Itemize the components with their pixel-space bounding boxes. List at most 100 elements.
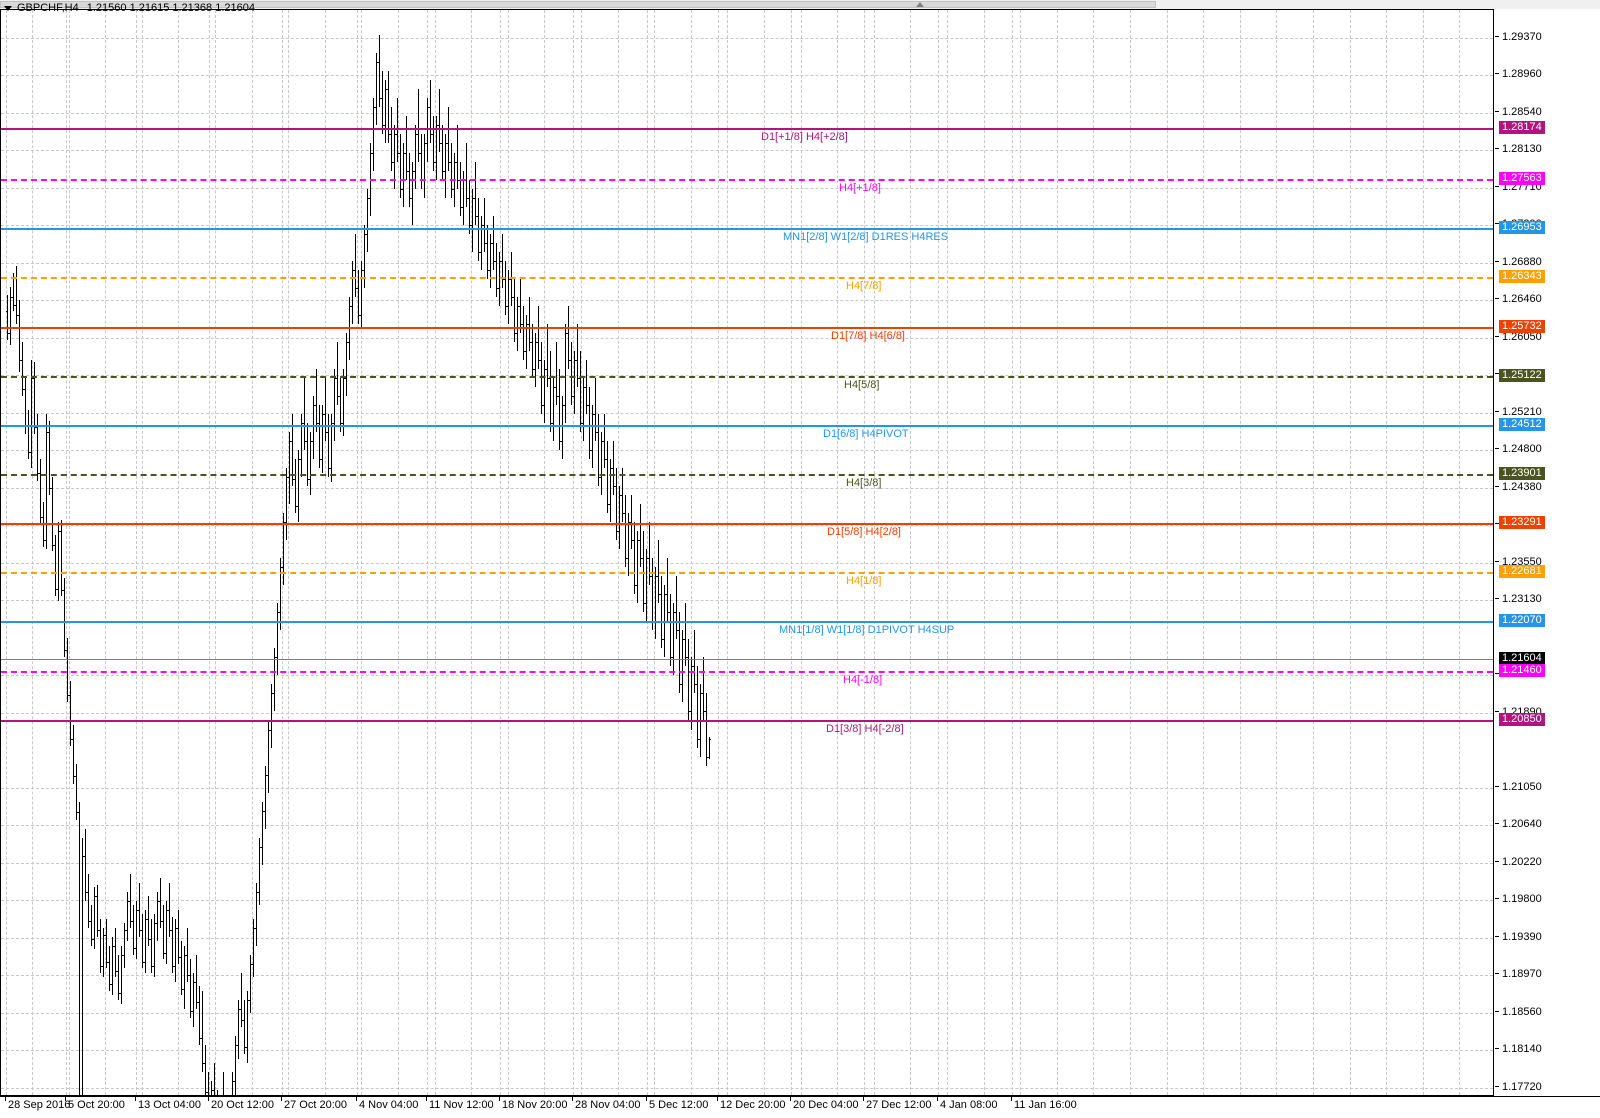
- ohlc-open-tick: [618, 531, 619, 533]
- scroll-grip-icon[interactable]: [916, 2, 924, 7]
- ohlc-open-tick: [261, 846, 262, 848]
- level-line[interactable]: [1, 474, 1493, 476]
- ohlc-bar: [286, 468, 287, 541]
- chevron-down-icon[interactable]: [4, 5, 12, 11]
- ohlc-open-tick: [555, 386, 556, 388]
- level-line[interactable]: [1, 179, 1493, 181]
- level-line[interactable]: [1, 523, 1493, 525]
- price-level-label: 1.24512: [1499, 418, 1545, 431]
- level-line[interactable]: [1, 671, 1493, 673]
- ohlc-open-tick: [204, 1063, 205, 1065]
- time-tick-label: 27 Dec 12:00: [866, 1099, 932, 1111]
- level-line-label: D1[6/8] H4PIVOT: [823, 428, 909, 440]
- ohlc-bar: [352, 260, 353, 324]
- ohlc-bar: [241, 972, 242, 1028]
- price-tick-label: 1.19800: [1502, 893, 1542, 905]
- ohlc-open-tick: [633, 540, 634, 542]
- ohlc-close-tick: [131, 920, 132, 922]
- ohlc-open-tick: [600, 477, 601, 479]
- ohlc-open-tick: [147, 918, 148, 920]
- ohlc-bar: [439, 89, 440, 153]
- ohlc-open-tick: [45, 540, 46, 542]
- grid-line-vertical-minor: [837, 10, 838, 1095]
- level-line[interactable]: [1, 228, 1493, 230]
- level-line[interactable]: [1, 376, 1493, 378]
- ohlc-close-tick: [53, 544, 54, 546]
- ohlc-bar: [661, 576, 662, 649]
- time-scale[interactable]: 28 Sep 2016 5 Oct 20:00 13 Oct 04:00 20 Oct…: [0, 1096, 1600, 1118]
- ohlc-close-tick: [356, 287, 357, 289]
- ohlc-open-tick: [255, 927, 256, 929]
- ohlc-bar: [391, 107, 392, 171]
- grid-line-vertical-minor: [947, 10, 948, 1095]
- ohlc-open-tick: [297, 505, 298, 507]
- ohlc-bar: [640, 504, 641, 568]
- ohlc-bar: [292, 413, 293, 487]
- ohlc-bar: [238, 999, 239, 1059]
- ohlc-bar: [106, 918, 107, 969]
- ohlc-bar: [121, 945, 122, 1005]
- ohlc-open-tick: [528, 323, 529, 325]
- ohlc-bar: [607, 441, 608, 514]
- ohlc-open-tick: [483, 224, 484, 226]
- ohlc-open-tick: [159, 900, 160, 902]
- price-level-label: 1.21460: [1499, 664, 1545, 677]
- ohlc-open-tick: [594, 413, 595, 415]
- ohlc-open-tick: [57, 588, 58, 590]
- ohlc-open-tick: [384, 125, 385, 127]
- level-line[interactable]: [1, 720, 1493, 722]
- ohlc-bar: [526, 314, 527, 369]
- level-line-label: D1[7/8] H4[6/8]: [831, 330, 905, 342]
- ohlc-close-tick: [374, 107, 375, 109]
- time-tick-mark: [1011, 1097, 1012, 1101]
- time-tick-label: 5 Oct 20:00: [68, 1099, 125, 1111]
- ohlc-open-tick: [492, 242, 493, 244]
- level-line[interactable]: [1, 128, 1493, 130]
- ohlc-bar: [400, 134, 401, 198]
- ohlc-open-tick: [327, 431, 328, 433]
- ohlc-close-tick: [101, 965, 102, 967]
- ohlc-bar: [268, 720, 269, 793]
- ohlc-bar: [37, 413, 38, 481]
- ohlc-close-tick: [485, 242, 486, 244]
- ohlc-close-tick: [650, 576, 651, 578]
- ohlc-open-tick: [351, 305, 352, 307]
- ohlc-close-tick: [281, 567, 282, 569]
- chart-plot-area[interactable]: D1[+1/8] H4[+2/8] H4[+1/8] MN1[2/8] W1[2/8…: [0, 9, 1494, 1096]
- ohlc-bar: [151, 918, 152, 973]
- ohlc-bar: [325, 377, 326, 441]
- ohlc-open-tick: [171, 929, 172, 931]
- price-level-label: 1.23291: [1499, 516, 1545, 529]
- ohlc-bar: [193, 972, 194, 1028]
- price-tick-label: 1.26460: [1502, 293, 1542, 305]
- level-line[interactable]: [1, 621, 1493, 623]
- ohlc-open-tick: [381, 98, 382, 100]
- ohlc-bar: [373, 98, 374, 171]
- ohlc-close-tick: [329, 468, 330, 470]
- ohlc-close-tick: [170, 929, 171, 931]
- price-tick-label: 1.28960: [1502, 68, 1542, 80]
- ohlc-close-tick: [419, 152, 420, 154]
- ohlc-bar: [586, 359, 587, 414]
- grid-line-vertical-minor: [435, 10, 436, 1095]
- scrollbar-thumb[interactable]: [0, 1, 1156, 8]
- level-line[interactable]: [1, 572, 1493, 574]
- ohlc-open-tick: [198, 1001, 199, 1003]
- price-level-label: 1.25732: [1499, 320, 1545, 333]
- grid-line-vertical: [282, 10, 283, 1095]
- level-line[interactable]: [1, 277, 1493, 279]
- ohlc-bar: [91, 905, 92, 946]
- level-line[interactable]: [1, 425, 1493, 427]
- ohlc-open-tick: [54, 544, 55, 546]
- ohlc-open-tick: [648, 558, 649, 560]
- price-scale[interactable]: 1.293701.289601.285401.281301.277101.272…: [1495, 9, 1600, 1096]
- ohlc-close-tick: [410, 197, 411, 199]
- level-line[interactable]: [1, 327, 1493, 329]
- ohlc-bar: [103, 927, 104, 978]
- level-line-label: D1[5/8] H4[2/8]: [827, 526, 901, 538]
- ohlc-bar: [142, 914, 143, 969]
- grid-line-vertical: [573, 10, 574, 1095]
- ohlc-close-tick: [125, 929, 126, 931]
- ohlc-open-tick: [342, 422, 343, 424]
- ohlc-close-tick: [395, 134, 396, 136]
